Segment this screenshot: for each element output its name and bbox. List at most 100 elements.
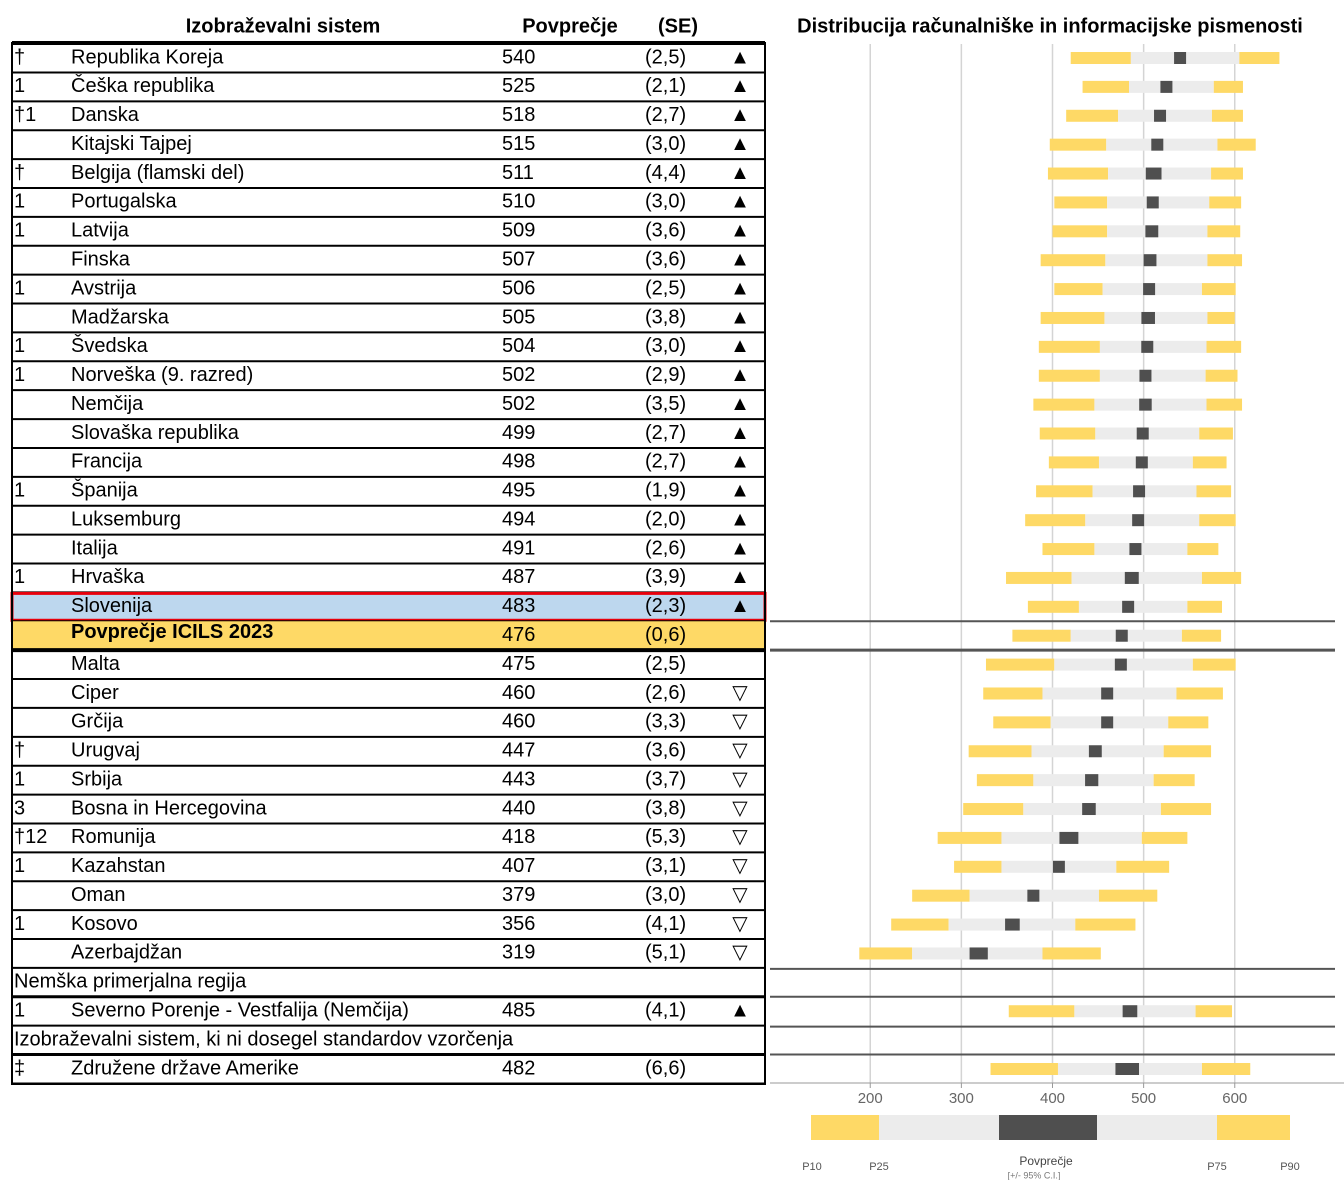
country: Severno Porenje - Vestfalija (Nemčija)	[71, 1000, 409, 1022]
trend: ▲	[730, 537, 750, 559]
mean-ci	[1027, 889, 1040, 902]
trend: ▲	[730, 595, 750, 617]
mean-ci	[1115, 1063, 1140, 1075]
mean-ci	[1141, 311, 1155, 324]
country: Danska	[71, 104, 140, 126]
legend-label: P25	[869, 1161, 889, 1173]
p75-p90	[1201, 571, 1242, 584]
mean: 476	[502, 624, 535, 646]
p75-p90	[1217, 138, 1256, 151]
p10-p25	[1039, 427, 1096, 440]
se: (1,9)	[645, 480, 686, 502]
row-note: 1	[14, 75, 25, 97]
trend: ▲	[730, 364, 750, 386]
row-note: †	[14, 46, 25, 68]
se: (2,7)	[645, 451, 686, 473]
trend: ▲	[730, 451, 750, 473]
mean: 447	[502, 740, 535, 762]
row-note: †1	[14, 104, 36, 126]
legend-swatch	[1217, 1115, 1290, 1140]
p75-p90	[1187, 600, 1222, 613]
mean-ci	[1160, 80, 1173, 93]
row-note: 1	[14, 277, 25, 299]
mean-ci	[1005, 918, 1020, 931]
p10-p25	[976, 774, 1034, 787]
country: Združene države Amerike	[71, 1057, 299, 1079]
mean-ci	[1143, 254, 1157, 267]
se: (2,5)	[645, 46, 686, 68]
trend: ▲	[730, 191, 750, 213]
row-note: 1	[14, 220, 25, 242]
p75-p90	[1199, 514, 1236, 527]
p75-p90	[1075, 918, 1136, 931]
p75-p90	[1209, 196, 1242, 209]
mean-ci	[1052, 860, 1065, 873]
p75-p90	[1201, 1063, 1251, 1075]
country: Hrvaška	[71, 566, 145, 588]
p75-p90	[1160, 803, 1212, 816]
p10-p25	[1033, 398, 1095, 411]
mean-ci	[1136, 427, 1149, 440]
se: (3,9)	[645, 566, 686, 588]
se: (4,1)	[645, 913, 686, 935]
se: (3,8)	[645, 797, 686, 819]
mean-ci	[1145, 225, 1159, 238]
se: (3,3)	[645, 711, 686, 733]
country: Avstrija	[71, 277, 137, 299]
country: Švedska	[71, 334, 149, 357]
row-note: 1	[14, 191, 25, 213]
p75-p90	[1207, 311, 1235, 324]
country: Italija	[71, 537, 119, 559]
se: (3,6)	[645, 248, 686, 270]
mean: 511	[502, 162, 534, 184]
country: Azerbajdžan	[71, 942, 182, 964]
legend-label: P90	[1280, 1161, 1300, 1173]
p75-p90	[1195, 1005, 1233, 1018]
x-tick-label: 400	[1040, 1090, 1065, 1107]
mean: 525	[502, 75, 535, 97]
p10-p25	[1040, 311, 1105, 324]
se: (3,7)	[645, 768, 686, 790]
mean: 510	[502, 191, 535, 213]
row-note: †	[14, 740, 25, 762]
p10-p25	[1047, 167, 1109, 180]
p75-p90	[1192, 456, 1227, 469]
trend: ▲	[730, 566, 750, 588]
p10-p25	[1006, 571, 1072, 584]
legend-label: P75	[1207, 1161, 1227, 1173]
p75-p90	[1211, 167, 1243, 180]
mean-ci	[1122, 1005, 1138, 1018]
mean: 506	[502, 277, 535, 299]
trend: ▽	[732, 768, 748, 790]
header-system: Izobraževalni sistem	[186, 15, 381, 37]
country: Slovenija	[71, 595, 153, 617]
trend: ▲	[730, 508, 750, 530]
trend: ▽	[732, 740, 748, 762]
mean-ci	[1133, 485, 1146, 498]
mean-ci	[1085, 774, 1099, 787]
trend: ▲	[730, 1000, 750, 1022]
se: (2,9)	[645, 364, 686, 386]
trend: ▲	[730, 162, 750, 184]
x-tick-label: 500	[1131, 1090, 1156, 1107]
p10-p25	[1036, 485, 1093, 498]
mean-ci	[1101, 716, 1114, 729]
p10-p25	[1070, 52, 1131, 64]
country: Romunija	[71, 826, 156, 848]
mean: 407	[502, 855, 535, 877]
mean: 418	[502, 826, 535, 848]
row-average	[12, 621, 765, 651]
trend: ▲	[730, 75, 750, 97]
country: Nemčija	[71, 393, 144, 415]
country: Luksemburg	[71, 508, 181, 530]
mean-ci	[1151, 138, 1164, 151]
country: Srbija	[71, 768, 123, 790]
mean: 502	[502, 393, 535, 415]
mean: 498	[502, 451, 535, 473]
mean: 440	[502, 797, 535, 819]
row-note: 1	[14, 768, 25, 790]
se: (4,4)	[645, 162, 686, 184]
se: (2,6)	[645, 537, 686, 559]
p75-p90	[1207, 225, 1241, 238]
mean-ci	[1088, 745, 1102, 758]
